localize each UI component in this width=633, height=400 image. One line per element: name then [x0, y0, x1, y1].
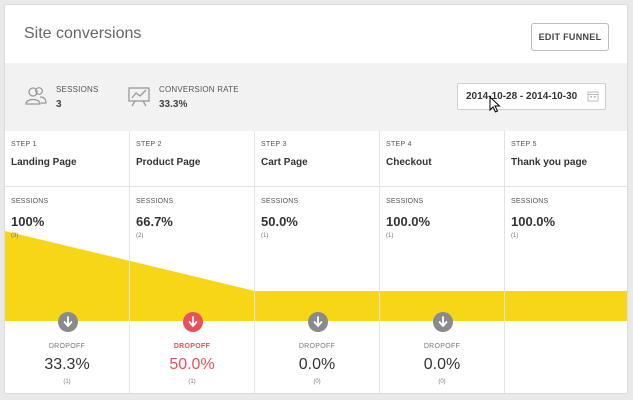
dropoff-percent: 50.0%	[169, 356, 215, 373]
step-sessions-count: (1)	[511, 233, 519, 239]
funnel-step-3: STEP 3 Cart Page SESSIONS 50.0% (1) DROP…	[255, 131, 380, 393]
funnel-step-5: STEP 5 Thank you page SESSIONS 100.0% (1…	[505, 131, 627, 393]
dropoff-label: DROPOFF	[48, 343, 86, 350]
dropoff-count: (0)	[313, 379, 321, 385]
step-header: STEP 2 Product Page	[130, 131, 254, 187]
step-header: STEP 3 Cart Page	[255, 131, 379, 187]
step-header: STEP 4 Checkout	[380, 131, 504, 187]
step-number: STEP 1	[11, 141, 37, 148]
funnel-area	[5, 231, 627, 321]
date-range-picker[interactable]: 2014-10-28 - 2014-10-30	[457, 83, 606, 110]
step-name: Checkout	[386, 157, 432, 168]
calendar-icon[interactable]	[587, 90, 599, 102]
dropoff-arrow-icon[interactable]	[432, 312, 453, 332]
step-sessions-percent: 66.7%	[136, 214, 173, 229]
step-number: STEP 4	[386, 141, 412, 148]
funnel-band	[5, 231, 627, 321]
dropoff-percent: 0.0%	[298, 356, 336, 373]
step-sessions-label: SESSIONS	[136, 198, 174, 205]
step-name: Cart Page	[261, 157, 308, 168]
funnel-step-4: STEP 4 Checkout SESSIONS 100.0% (1) DROP…	[380, 131, 505, 393]
step-sessions-count: (3)	[11, 233, 19, 239]
dropoff-percent: 0.0%	[423, 356, 461, 373]
step-sessions-count: (2)	[136, 233, 144, 239]
dropoff-label: DROPOFF	[423, 343, 461, 350]
step-sessions-count: (1)	[261, 233, 269, 239]
mouse-cursor-icon	[489, 96, 501, 113]
dropoff-count: (1)	[188, 379, 196, 385]
summary-bar: SESSIONS 3 CONVERSION RATE 33.3% 2014-10…	[5, 63, 627, 131]
step-number: STEP 3	[261, 141, 287, 148]
sessions-stat: SESSIONS 3	[24, 85, 99, 110]
step-header: STEP 1 Landing Page	[5, 131, 129, 187]
sessions-value: 3	[56, 99, 62, 110]
step-number: STEP 2	[136, 141, 162, 148]
step-sessions-label: SESSIONS	[511, 198, 549, 205]
page-title: Site conversions	[24, 25, 142, 42]
step-sessions-count: (1)	[386, 233, 394, 239]
funnel-chart: STEP 1 Landing Page SESSIONS 100% (3) DR…	[5, 131, 627, 393]
step-header: STEP 5 Thank you page	[505, 131, 627, 187]
step-sessions-percent: 100.0%	[386, 214, 431, 229]
step-sessions-label: SESSIONS	[386, 198, 424, 205]
chart-board-icon	[128, 87, 150, 107]
conversion-rate-label: CONVERSION RATE	[159, 85, 239, 94]
step-sessions-label: SESSIONS	[261, 198, 299, 205]
edit-funnel-button[interactable]: EDIT FUNNEL	[531, 23, 609, 51]
site-conversions-card: Site conversions EDIT FUNNEL SESSIONS 3	[4, 4, 628, 394]
dropoff-count: (0)	[438, 379, 446, 385]
dropoff-label: DROPOFF	[298, 343, 336, 350]
step-sessions-percent: 100%	[11, 214, 45, 229]
conversion-rate-value: 33.3%	[159, 99, 188, 110]
step-sessions-percent: 50.0%	[261, 214, 298, 229]
dropoff-label: DROPOFF	[173, 343, 211, 350]
date-range-text: 2014-10-28 - 2014-10-30	[466, 91, 578, 102]
funnel-step-1: STEP 1 Landing Page SESSIONS 100% (3) DR…	[5, 131, 130, 393]
card-header: Site conversions EDIT FUNNEL	[5, 5, 627, 63]
conversion-rate-stat: CONVERSION RATE 33.3%	[127, 85, 239, 110]
funnel-step-2: STEP 2 Product Page SESSIONS 66.7% (2) D…	[130, 131, 255, 393]
dropoff-arrow-icon[interactable]	[182, 312, 203, 332]
step-name: Thank you page	[511, 157, 588, 168]
step-name: Product Page	[136, 157, 201, 168]
step-sessions-percent: 100.0%	[511, 214, 556, 229]
users-icon	[25, 87, 47, 105]
dropoff-count: (1)	[63, 379, 71, 385]
dropoff-arrow-icon[interactable]	[307, 312, 328, 332]
dropoff-arrow-icon[interactable]	[57, 312, 78, 332]
step-number: STEP 5	[511, 141, 537, 148]
step-name: Landing Page	[11, 157, 77, 168]
dropoff-percent: 33.3%	[44, 356, 90, 373]
step-sessions-label: SESSIONS	[11, 198, 49, 205]
sessions-label: SESSIONS	[56, 85, 99, 94]
